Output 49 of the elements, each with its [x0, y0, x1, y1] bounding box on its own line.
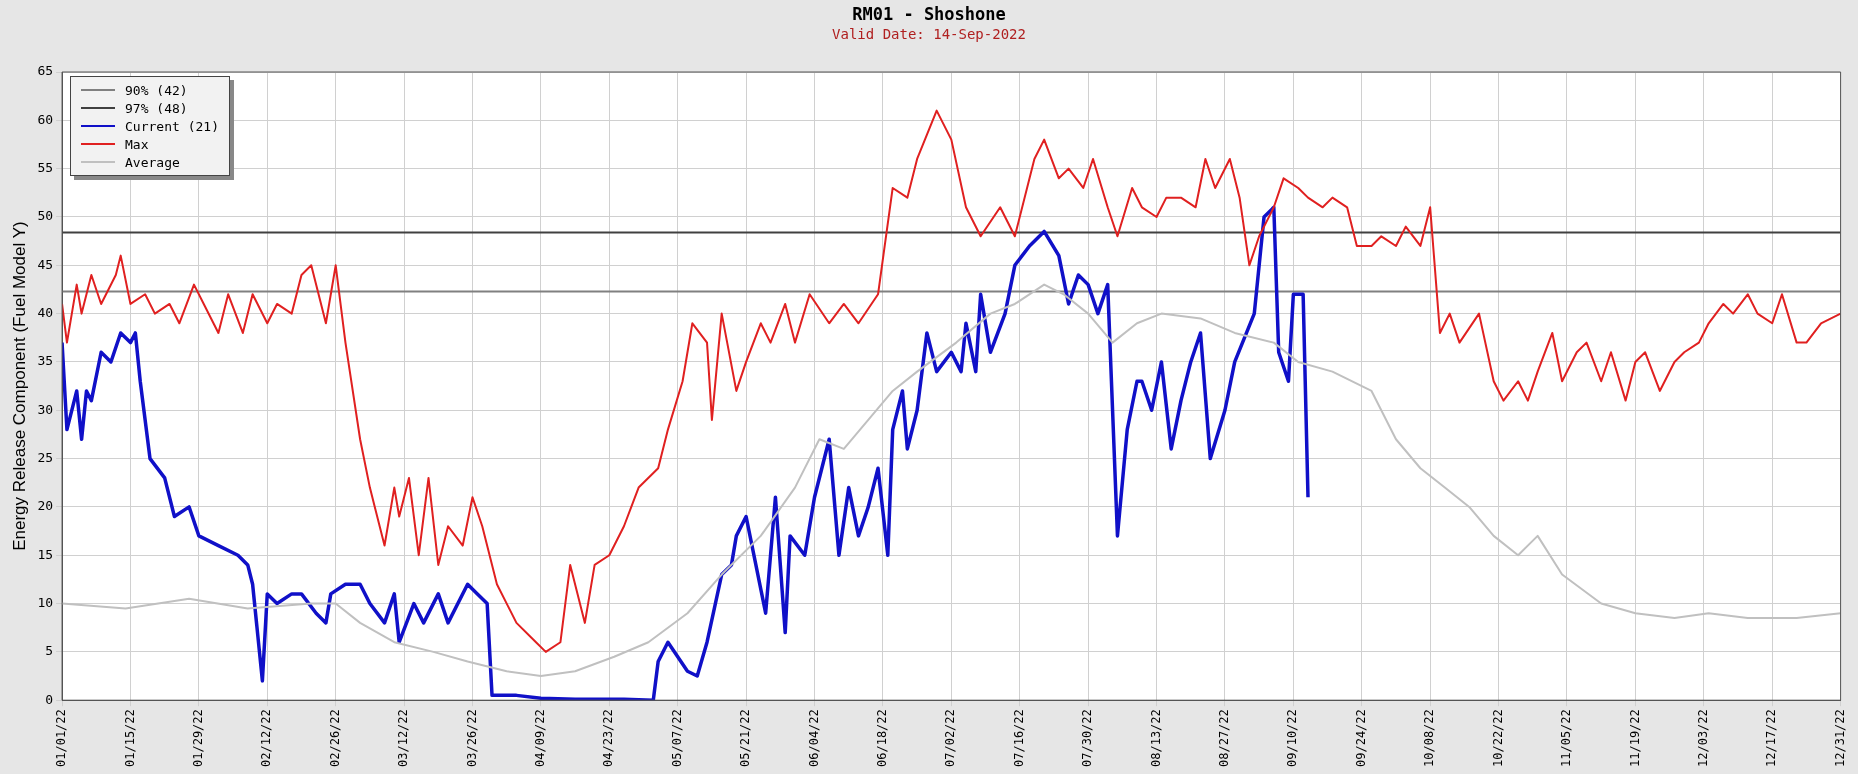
x-tick-label: 05/21/22: [738, 709, 753, 767]
legend-label: 90% (42): [125, 82, 188, 98]
y-tick-label: 65: [37, 63, 54, 79]
y-tick-label: 20: [37, 498, 54, 514]
y-tick-label: 40: [37, 304, 54, 320]
x-tick-label: 07/02/22: [943, 709, 958, 767]
y-tick-label: 55: [37, 160, 54, 176]
chart-subtitle: Valid Date: 14-Sep-2022: [831, 26, 1027, 42]
x-tick-label: 01/01/22: [54, 709, 69, 767]
x-tick-label: 12/31/22: [1832, 709, 1847, 767]
legend-label: Current (21): [125, 118, 219, 134]
y-axis-title: Energy Release Component (Fuel Model Y): [9, 221, 29, 551]
x-tick-label: 03/12/22: [396, 709, 411, 767]
x-tick-label: 05/07/22: [669, 709, 684, 767]
y-tick-label: 25: [37, 449, 54, 465]
y-tick-label: 10: [37, 594, 54, 610]
legend-label: 97% (48): [125, 100, 188, 116]
y-tick-label: 45: [37, 256, 54, 272]
x-tick-label: 12/03/22: [1695, 709, 1710, 767]
y-tick-label: 60: [37, 111, 54, 127]
x-tick-label: 10/22/22: [1490, 709, 1505, 767]
x-tick-label: 04/09/22: [533, 709, 548, 767]
chart-title: RM01 - Shoshone: [851, 4, 1007, 24]
x-tick-label: 09/24/22: [1353, 709, 1368, 767]
x-tick-label: 07/16/22: [1011, 709, 1026, 767]
legend-label: Average: [125, 154, 180, 170]
legend-label: Max: [125, 136, 149, 152]
x-tick-label: 04/23/22: [601, 709, 616, 767]
x-tick-label: 08/13/22: [1148, 709, 1163, 767]
x-tick-label: 11/05/22: [1559, 709, 1574, 767]
x-tick-label: 01/29/22: [190, 709, 205, 767]
y-tick-label: 30: [37, 401, 54, 417]
y-tick-label: 5: [45, 643, 54, 659]
x-tick-label: 10/08/22: [1422, 709, 1437, 767]
x-tick-label: 06/04/22: [806, 709, 821, 767]
y-tick-label: 35: [37, 353, 54, 369]
x-tick-label: 09/10/22: [1285, 709, 1300, 767]
x-tick-label: 11/19/22: [1627, 709, 1642, 767]
x-tick-label: 02/12/22: [259, 709, 274, 767]
x-tick-label: 01/15/22: [122, 709, 137, 767]
x-tick-label: 07/30/22: [1080, 709, 1095, 767]
y-tick-label: 15: [37, 546, 54, 562]
x-tick-label: 06/18/22: [875, 709, 890, 767]
x-tick-label: 12/17/22: [1764, 709, 1779, 767]
y-tick-label: 50: [37, 208, 54, 224]
x-tick-label: 03/26/22: [464, 709, 479, 767]
x-tick-label: 08/27/22: [1217, 709, 1232, 767]
y-tick-label: 0: [45, 691, 54, 707]
x-tick-label: 02/26/22: [327, 709, 342, 767]
